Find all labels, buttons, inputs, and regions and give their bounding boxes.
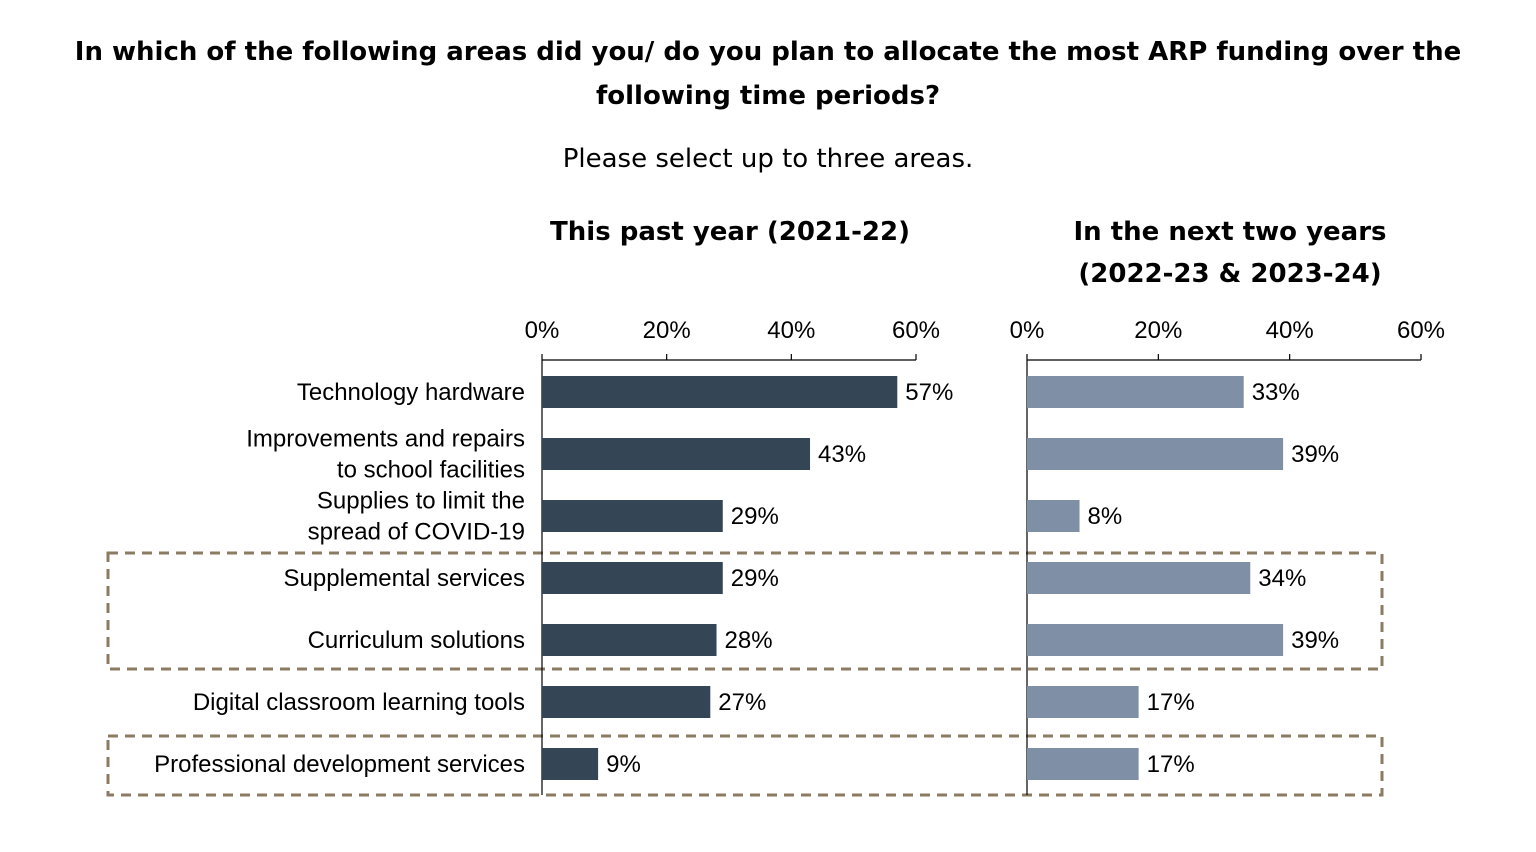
chart-title-line-1: In which of the following areas did you/… bbox=[74, 37, 1462, 67]
chart-subtitle: Please select up to three areas. bbox=[562, 144, 974, 174]
bar-past-6 bbox=[542, 748, 599, 780]
panel-title-next-line-1: In the next two years bbox=[1073, 217, 1387, 247]
panel-title-past-year-text: This past year (2021-22) bbox=[550, 217, 910, 247]
category-label-5-0: Digital classroom learning tools bbox=[193, 689, 525, 716]
chart-title-line-2: following time periods? bbox=[595, 81, 941, 111]
category-label-3-0: Supplemental services bbox=[284, 565, 525, 592]
category-label-4-0: Curriculum solutions bbox=[308, 627, 525, 654]
x-tick-label-1-2: 40% bbox=[767, 317, 815, 344]
panel-title-past-year: This past year (2021-22) bbox=[530, 211, 930, 253]
bar-next-3 bbox=[1027, 562, 1251, 594]
panel-title-next-two-years: In the next two years (2022-23 & 2023-24… bbox=[1030, 211, 1430, 295]
bar-next-1 bbox=[1027, 438, 1284, 470]
data-label-next-4: 39% bbox=[1291, 627, 1339, 654]
x-tick-label-2-2: 40% bbox=[1266, 317, 1314, 344]
x-tick-label-2-3: 60% bbox=[1397, 317, 1445, 344]
bar-past-0 bbox=[542, 376, 898, 408]
data-label-past-1: 43% bbox=[818, 441, 866, 468]
bar-past-4 bbox=[542, 624, 717, 656]
x-tick-label-2-0: 0% bbox=[1010, 317, 1045, 344]
category-label-6-0: Professional development services bbox=[154, 751, 525, 778]
data-label-next-2: 8% bbox=[1088, 503, 1123, 530]
data-label-next-5: 17% bbox=[1147, 689, 1195, 716]
panel-title-next-line-2: (2022-23 & 2023-24) bbox=[1078, 259, 1382, 289]
data-label-past-4: 28% bbox=[725, 627, 773, 654]
bar-past-2 bbox=[542, 500, 723, 532]
bar-next-4 bbox=[1027, 624, 1284, 656]
x-tick-label-1-0: 0% bbox=[525, 317, 560, 344]
x-tick-label-1-1: 20% bbox=[643, 317, 691, 344]
bar-next-6 bbox=[1027, 748, 1139, 780]
category-label-0-0: Technology hardware bbox=[297, 379, 525, 406]
bar-next-2 bbox=[1027, 500, 1080, 532]
bar-past-5 bbox=[542, 686, 711, 718]
data-label-past-3: 29% bbox=[731, 565, 779, 592]
bar-past-3 bbox=[542, 562, 723, 594]
category-label-2-1: spread of COVID-19 bbox=[308, 519, 525, 546]
highlight-box-2 bbox=[106, 734, 1384, 797]
category-label-2-0: Supplies to limit the bbox=[317, 488, 525, 515]
data-label-past-2: 29% bbox=[731, 503, 779, 530]
data-label-past-0: 57% bbox=[905, 379, 953, 406]
x-tick-label-1-3: 60% bbox=[892, 317, 940, 344]
data-label-next-3: 34% bbox=[1258, 565, 1306, 592]
chart-title: In which of the following areas did you/… bbox=[0, 30, 1536, 118]
bar-next-5 bbox=[1027, 686, 1139, 718]
data-label-past-5: 27% bbox=[718, 689, 766, 716]
bar-past-1 bbox=[542, 438, 811, 470]
x-tick-label-2-1: 20% bbox=[1134, 317, 1182, 344]
data-label-past-6: 9% bbox=[606, 751, 641, 778]
category-label-1-1: to school facilities bbox=[337, 457, 525, 484]
category-label-1-0: Improvements and repairs bbox=[246, 426, 525, 453]
bar-next-0 bbox=[1027, 376, 1244, 408]
data-label-next-0: 33% bbox=[1252, 379, 1300, 406]
data-label-next-6: 17% bbox=[1147, 751, 1195, 778]
highlight-box-1 bbox=[106, 551, 1384, 671]
data-label-next-1: 39% bbox=[1291, 441, 1339, 468]
